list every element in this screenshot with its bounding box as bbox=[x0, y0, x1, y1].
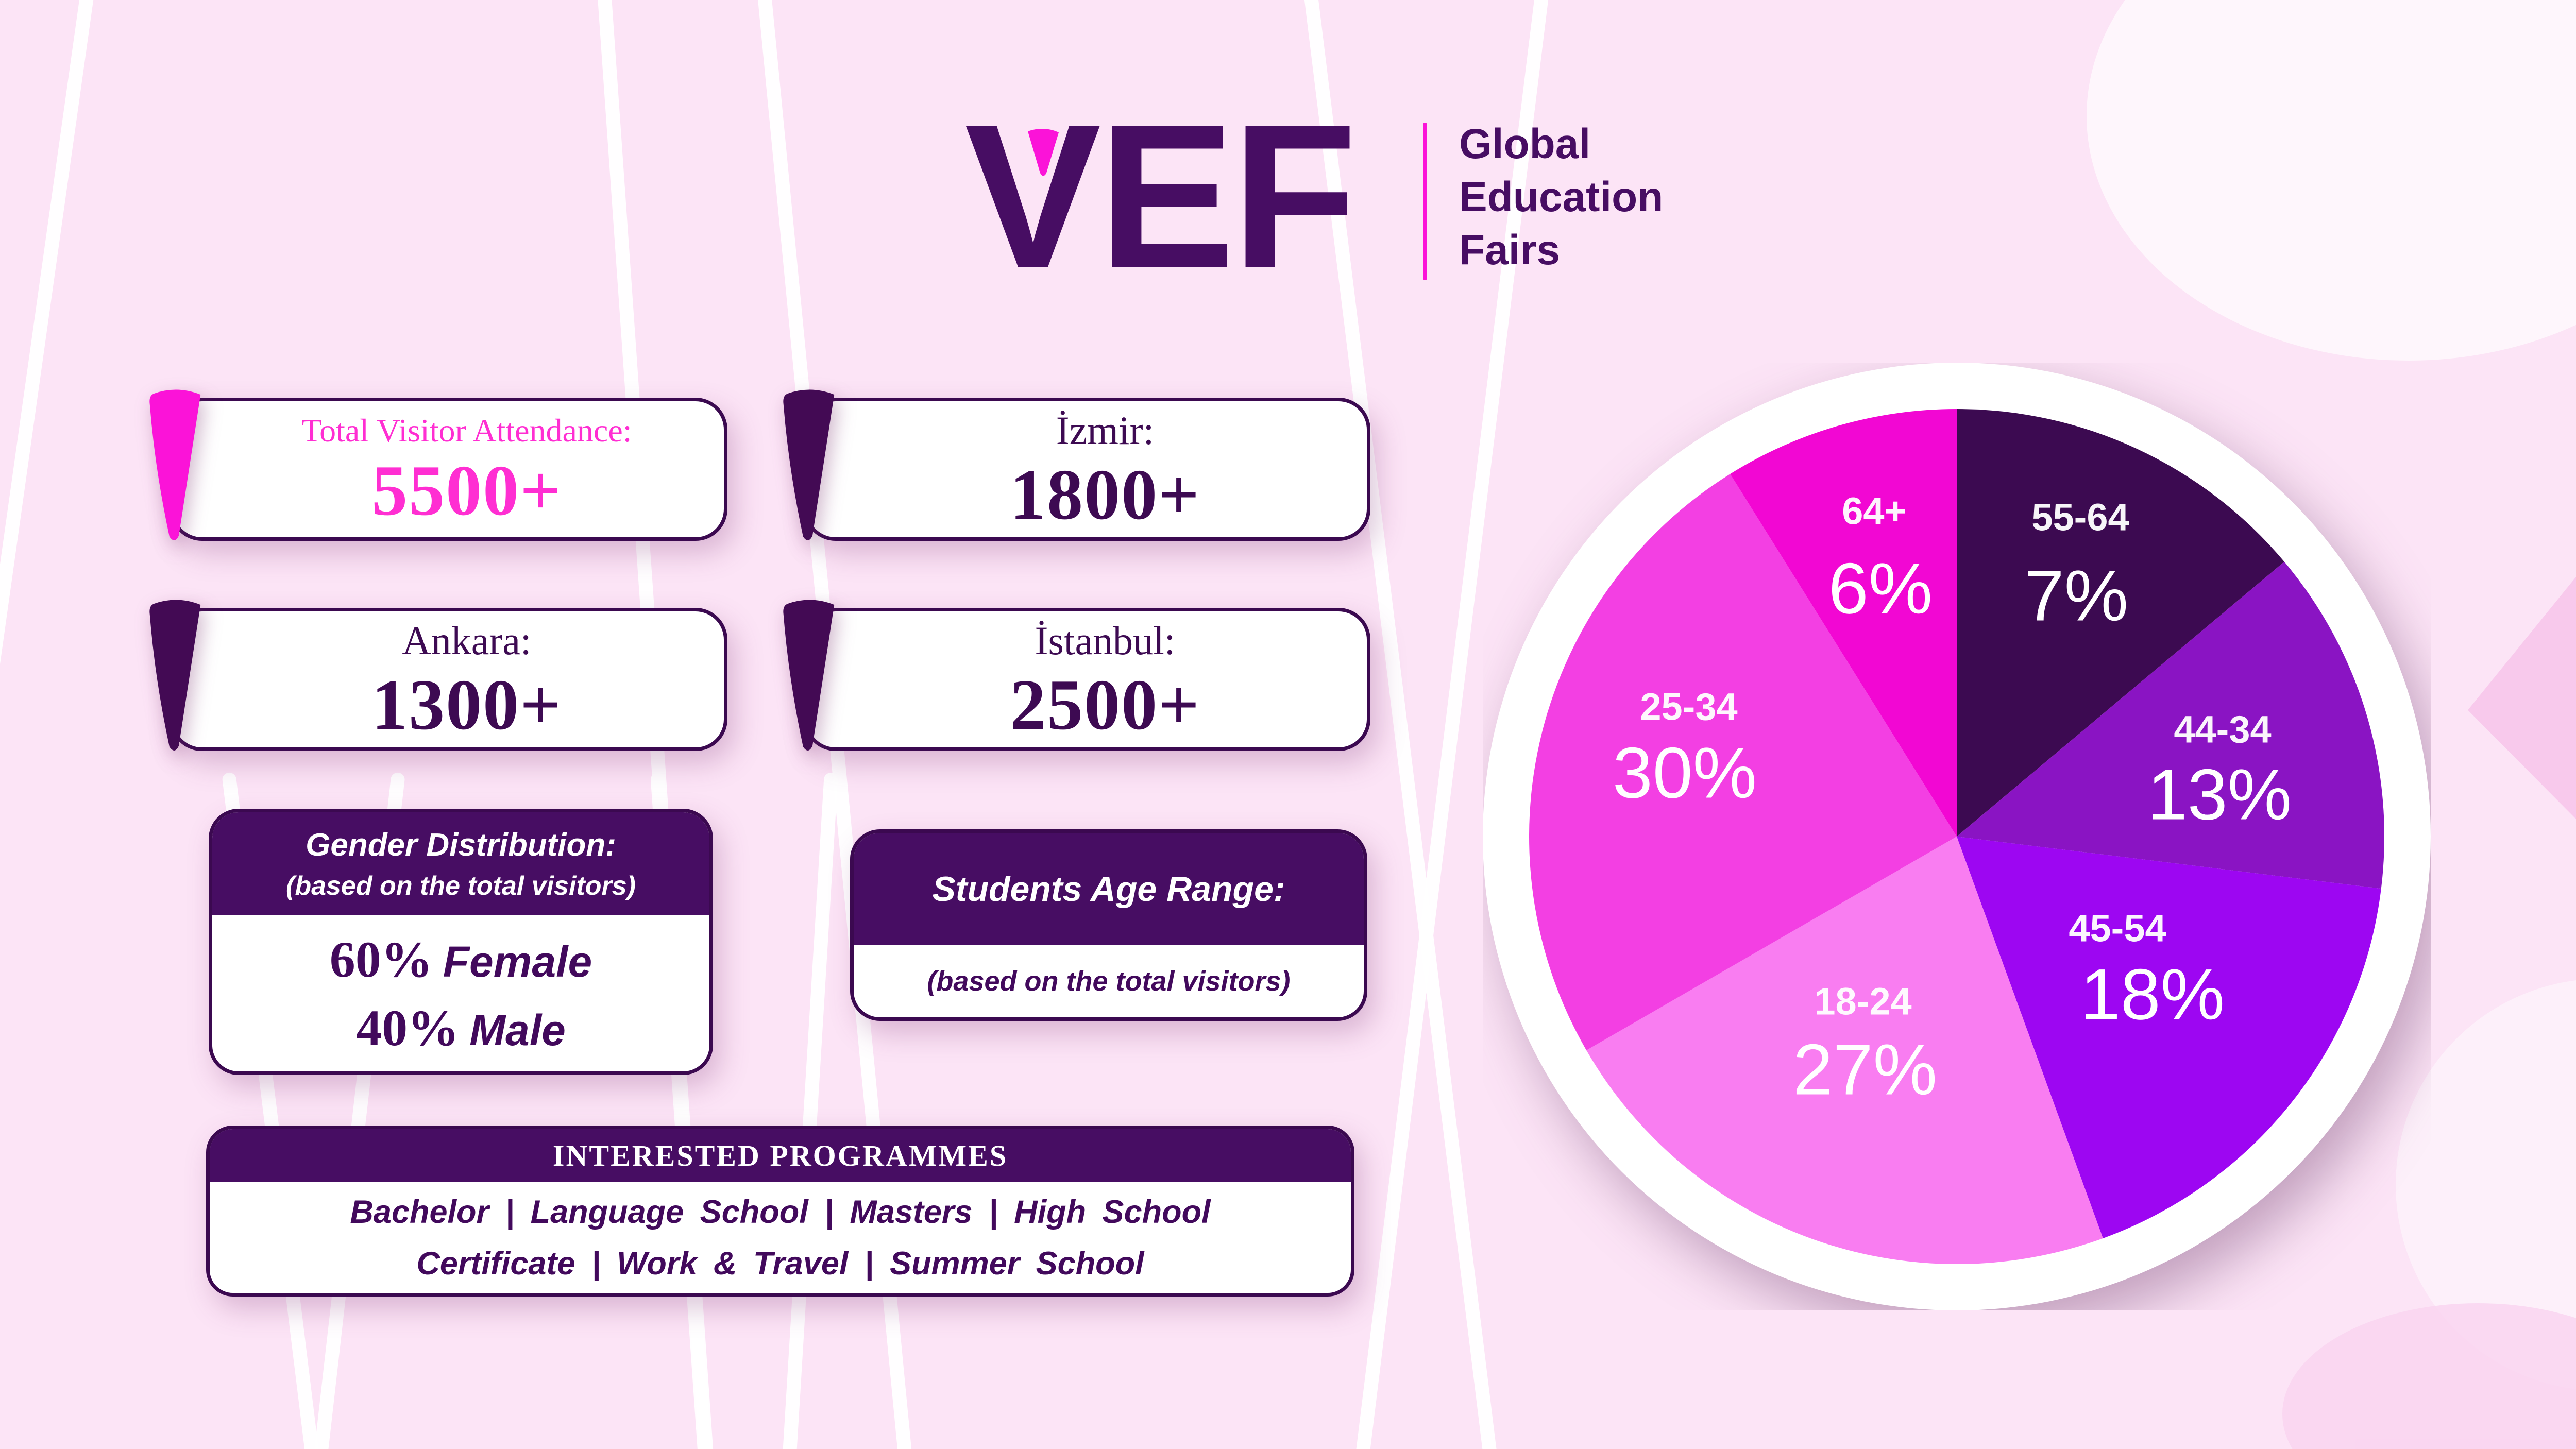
age-card-title: Students Age Range: bbox=[932, 870, 1285, 909]
gender-row-male: 40% Male bbox=[356, 998, 566, 1058]
gender-label: Male bbox=[469, 1005, 566, 1054]
stat-value: 2500+ bbox=[1010, 665, 1200, 745]
stat-label: İstanbul: bbox=[1035, 618, 1176, 663]
programmes-card: INTERESTED PROGRAMMES Bachelor | Languag… bbox=[206, 1126, 1354, 1297]
pie-value-label: 6% bbox=[1828, 548, 1933, 629]
pie-value-label: 27% bbox=[1793, 1029, 1937, 1110]
pie-value-label: 13% bbox=[2147, 754, 2292, 835]
age-card-subtitle: (based on the total visitors) bbox=[927, 966, 1291, 997]
card-wedge-icon bbox=[149, 600, 201, 751]
pie-range-label: 44-34 bbox=[2174, 708, 2271, 751]
pie-range-label: 55-64 bbox=[2031, 496, 2129, 539]
age-card-header: Students Age Range: bbox=[854, 833, 1364, 945]
pie-slice-18-24 bbox=[1586, 837, 2103, 1264]
programmes-card-body: Bachelor | Language School | Masters | H… bbox=[210, 1182, 1351, 1293]
stat-card-total-attendance: Total Visitor Attendance: 5500+ bbox=[149, 389, 727, 541]
bg-pink-shape bbox=[2282, 1303, 2576, 1449]
stat-label: İzmir: bbox=[1056, 408, 1155, 453]
pie-value-label: 18% bbox=[2080, 954, 2225, 1035]
gender-percent: 60% bbox=[329, 930, 433, 988]
logo-tagline-line: Global bbox=[1459, 121, 1591, 167]
age-card-body: (based on the total visitors) bbox=[854, 945, 1364, 1017]
pie-slice-44-34 bbox=[1957, 561, 2384, 889]
card-wedge-icon bbox=[783, 600, 835, 751]
bg-pink-shape bbox=[2468, 577, 2576, 819]
stat-value: 5500+ bbox=[371, 451, 562, 531]
stat-label: Total Visitor Attendance: bbox=[301, 412, 632, 449]
logo-notch-icon bbox=[1028, 128, 1059, 176]
pie-range-label: 25-34 bbox=[1640, 686, 1737, 728]
programmes-line-1: Bachelor | Language School | Masters | H… bbox=[350, 1194, 1211, 1230]
card-wedge-icon bbox=[149, 389, 201, 540]
pie-value-label: 30% bbox=[1613, 732, 1757, 813]
gender-distribution-card: Gender Distribution: (based on the total… bbox=[209, 809, 713, 1075]
pie-range-label: 45-54 bbox=[2069, 907, 2166, 950]
gender-card-header: Gender Distribution: (based on the total… bbox=[212, 812, 709, 915]
logo-wordmark: VEF bbox=[964, 82, 1357, 311]
programmes-card-header: INTERESTED PROGRAMMES bbox=[210, 1129, 1351, 1182]
logo-divider bbox=[1423, 123, 1427, 280]
pie-slice-25-34 bbox=[1529, 474, 1957, 1050]
pie-range-label: 64+ bbox=[1842, 490, 1907, 533]
bg-line-icon bbox=[0, 0, 109, 1449]
pie-slice-64+ bbox=[1730, 409, 1957, 837]
logo-tagline-line: Fairs bbox=[1459, 227, 1560, 274]
gender-percent: 40% bbox=[356, 999, 460, 1056]
logo-tagline-line: Education bbox=[1459, 174, 1664, 220]
gender-card-subtitle: (based on the total visitors) bbox=[286, 871, 636, 901]
stat-card-istanbul: İstanbul: 2500+ bbox=[783, 600, 1370, 751]
gender-card-title: Gender Distribution: bbox=[306, 827, 616, 863]
programmes-card-title: INTERESTED PROGRAMMES bbox=[552, 1139, 1008, 1172]
pie-slice-55-64 bbox=[1957, 409, 2284, 837]
gender-card-body: 60% Female 40% Male bbox=[212, 915, 709, 1071]
stat-card-izmir: İzmir: 1800+ bbox=[783, 389, 1370, 541]
stat-label: Ankara: bbox=[402, 618, 532, 663]
bg-highlight-shape bbox=[2087, 0, 2576, 361]
card-wedge-icon bbox=[783, 389, 835, 540]
stat-card-ankara: Ankara: 1300+ bbox=[149, 600, 727, 751]
age-range-card: Students Age Range: (based on the total … bbox=[850, 829, 1367, 1021]
pie-range-label: 18-24 bbox=[1814, 980, 1911, 1023]
logo-tagline: Global Education Fairs bbox=[1459, 117, 1663, 277]
pie-value-label: 7% bbox=[2024, 555, 2128, 636]
stat-value: 1300+ bbox=[371, 665, 562, 745]
gender-label: Female bbox=[443, 937, 592, 986]
age-range-pie-chart: 55-64 7% 44-34 13% 45-54 18% 18-24 27% 25-34 30% 6… bbox=[1483, 363, 2431, 1310]
pie-slice-45-54 bbox=[1957, 837, 2381, 1238]
stat-value: 1800+ bbox=[1010, 455, 1200, 535]
programmes-line-2: Certificate | Work & Travel | Summer Sch… bbox=[416, 1245, 1144, 1282]
gender-row-female: 60% Female bbox=[330, 930, 592, 989]
bg-line-icon bbox=[780, 772, 838, 1449]
